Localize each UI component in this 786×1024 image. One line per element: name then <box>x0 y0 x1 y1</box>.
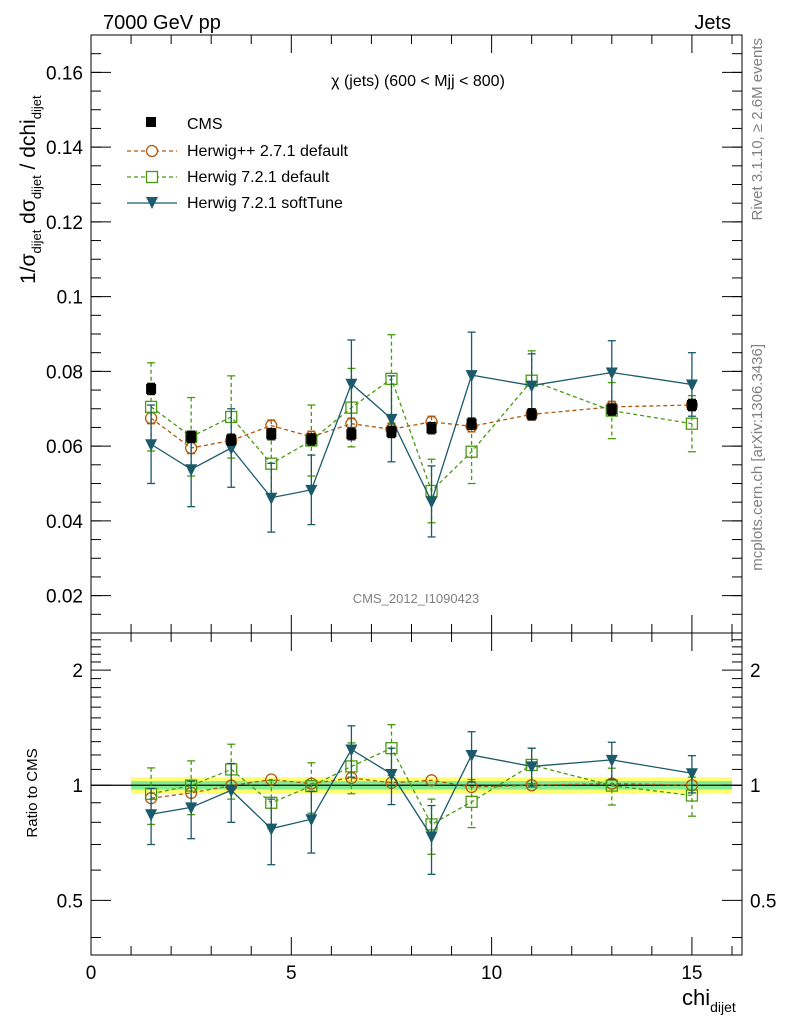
main-y-tick-label: 0.04 <box>46 512 83 533</box>
watermark: CMS_2012_I1090423 <box>353 591 480 606</box>
ratio-y-tick-label: 0.5 <box>57 891 83 912</box>
series-line-main-3 <box>150 371 693 504</box>
x-tick-label: 5 <box>286 963 297 984</box>
header-right: Jets <box>694 12 731 34</box>
side-text-top: Rivet 3.1.10, ≥ 2.6M events <box>749 38 766 221</box>
main-y-tick-label: 0.16 <box>46 63 83 84</box>
ratio-y-tick-label-right: 1 <box>750 776 761 797</box>
data-point-main-2 <box>685 417 699 430</box>
data-point-main-0 <box>306 434 317 445</box>
series-line-ratio-1 <box>150 747 693 826</box>
main-y-tick-label: 0.08 <box>46 362 83 383</box>
data-point-ratio-0 <box>425 774 438 787</box>
data-point-main-3 <box>185 464 198 477</box>
main-y-axis-label: 1/σdijet dσdijet / dchidijet <box>17 95 44 284</box>
data-point-main-0 <box>186 431 197 442</box>
header-left: 7000 GeV pp <box>103 12 221 34</box>
x-tick-label: 15 <box>681 963 702 984</box>
data-point-ratio-2 <box>605 754 618 767</box>
ratio-y-tick-label-right: 2 <box>750 661 761 682</box>
data-point-ratio-2 <box>385 769 398 782</box>
data-point-main-0 <box>426 423 437 434</box>
legend-item-herwigpp-271: Herwig++ 2.7.1 default <box>127 143 349 160</box>
data-point-ratio-2 <box>345 744 358 757</box>
data-point-main-3 <box>605 367 618 380</box>
legend-label-herwig-721-softtune: Herwig 7.2.1 softTune <box>187 195 343 212</box>
data-point-ratio-1 <box>465 795 478 808</box>
ratio-plot-frame <box>90 632 743 956</box>
data-point-ratio-2 <box>685 768 698 781</box>
data-point-main-3 <box>685 379 698 392</box>
data-point-main-0 <box>526 409 537 420</box>
series-line-main-1 <box>150 404 692 449</box>
legend: CMS Herwig++ 2.7.1 default Herwig 7.2.1 … <box>127 116 349 212</box>
main-title: χ (jets) (600 < Mjj < 800) <box>331 73 505 90</box>
data-point-ratio-2 <box>265 823 278 836</box>
data-point-main-0 <box>386 426 397 437</box>
data-point-main-2 <box>465 445 478 458</box>
data-point-main-3 <box>525 380 538 393</box>
data-point-main-0 <box>146 383 157 394</box>
data-point-main-0 <box>266 429 277 440</box>
data-point-ratio-2 <box>185 802 198 815</box>
data-point-main-3 <box>145 439 158 452</box>
main-data <box>144 331 699 538</box>
data-point-ratio-0 <box>265 773 278 786</box>
main-axes: 0.02 0.04 0.06 0.08 0.1 0.12 0.14 0.16 0 5 10 15 <box>46 34 742 984</box>
main-y-tick-label: 0.1 <box>57 288 83 309</box>
x-tick-label: 0 <box>86 963 97 984</box>
legend-item-herwig-721-default: Herwig 7.2.1 default <box>127 169 330 186</box>
x-tick-label: 10 <box>481 963 502 984</box>
ratio-y-tick-label: 2 <box>72 661 83 682</box>
data-point-ratio-2 <box>425 831 438 844</box>
main-y-tick-label: 0.14 <box>46 138 83 159</box>
legend-item-herwig-721-softtune: Herwig 7.2.1 softTune <box>127 195 343 212</box>
data-point-ratio-2 <box>525 761 538 774</box>
ratio-y-axis-label: Ratio to CMS <box>24 748 41 837</box>
data-point-ratio-2 <box>225 785 238 798</box>
ratio-axes: 0.5 0.5 1 1 2 2 <box>57 639 776 938</box>
data-point-ratio-2 <box>145 809 158 822</box>
side-text-bottom: mcplots.cern.ch [arXiv:1306.3436] <box>749 344 766 571</box>
data-point-ratio-2 <box>305 814 318 827</box>
data-point-ratio-2 <box>465 749 478 762</box>
main-y-tick-label: 0.06 <box>46 437 83 458</box>
data-point-main-0 <box>606 404 617 415</box>
ratio-y-tick-label-right: 0.5 <box>750 891 776 912</box>
series-line-main-2 <box>150 377 693 493</box>
legend-item-cms: CMS <box>146 116 223 133</box>
data-point-main-3 <box>425 496 438 509</box>
data-point-main-3 <box>385 413 398 426</box>
ratio-y-tick-label: 1 <box>72 776 83 797</box>
legend-label-cms: CMS <box>187 116 223 133</box>
series-line-ratio-2 <box>150 748 693 838</box>
data-point-main-0 <box>686 400 697 411</box>
x-axis-label: chidijet <box>682 985 736 1015</box>
ratio-data <box>144 724 699 875</box>
data-point-main-3 <box>265 492 278 505</box>
main-y-tick-label: 0.12 <box>46 213 83 234</box>
data-point-main-0 <box>346 429 357 440</box>
main-y-tick-label: 0.02 <box>46 587 83 608</box>
legend-label-herwigpp-271: Herwig++ 2.7.1 default <box>187 143 349 160</box>
data-point-main-3 <box>345 378 358 391</box>
data-point-main-3 <box>465 370 478 383</box>
data-point-main-0 <box>226 434 237 445</box>
data-point-main-0 <box>466 418 477 429</box>
data-point-main-3 <box>305 484 318 497</box>
legend-label-herwig-721-default: Herwig 7.2.1 default <box>187 169 330 186</box>
